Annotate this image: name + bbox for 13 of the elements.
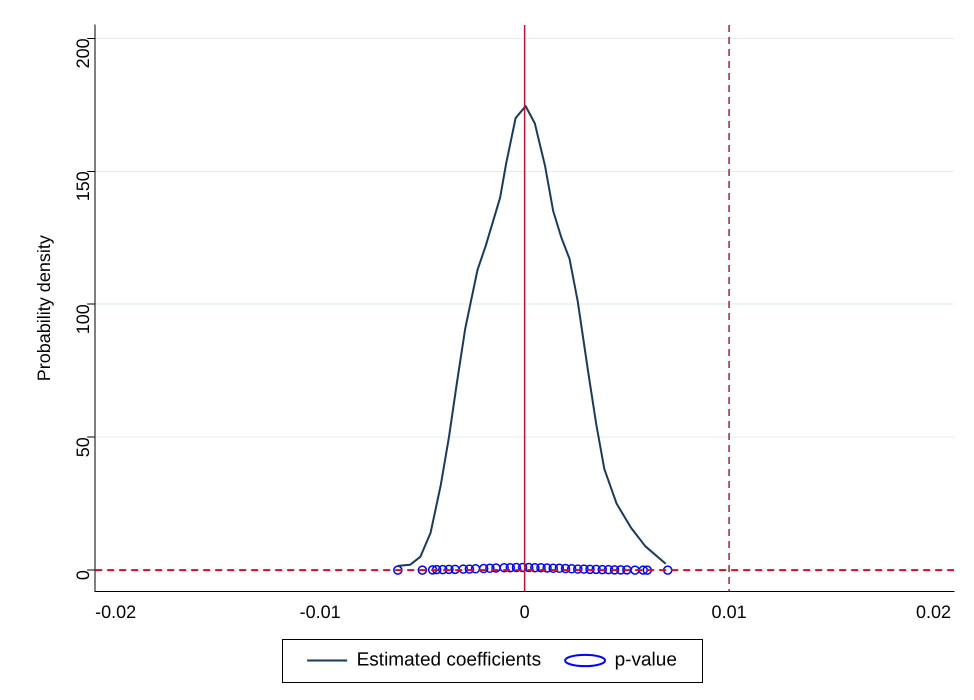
y-tick-label: 50 [73, 437, 94, 458]
x-tick-label: -0.01 [300, 602, 341, 622]
x-tick-label: 0.02 [916, 602, 952, 622]
y-tick-label: 200 [73, 38, 94, 68]
y-tick-label: 150 [73, 171, 94, 202]
x-tick-label: 0 [520, 602, 530, 622]
legend-label: Estimated coefficients [356, 650, 542, 671]
legend-label: p-value [614, 650, 677, 671]
x-tick-label: 0.01 [712, 602, 747, 622]
x-tick-label: -0.02 [95, 602, 136, 622]
y-tick-label: 100 [73, 304, 94, 334]
y-tick-label: 0 [73, 570, 94, 580]
y-axis-title: Probability density [34, 235, 54, 382]
